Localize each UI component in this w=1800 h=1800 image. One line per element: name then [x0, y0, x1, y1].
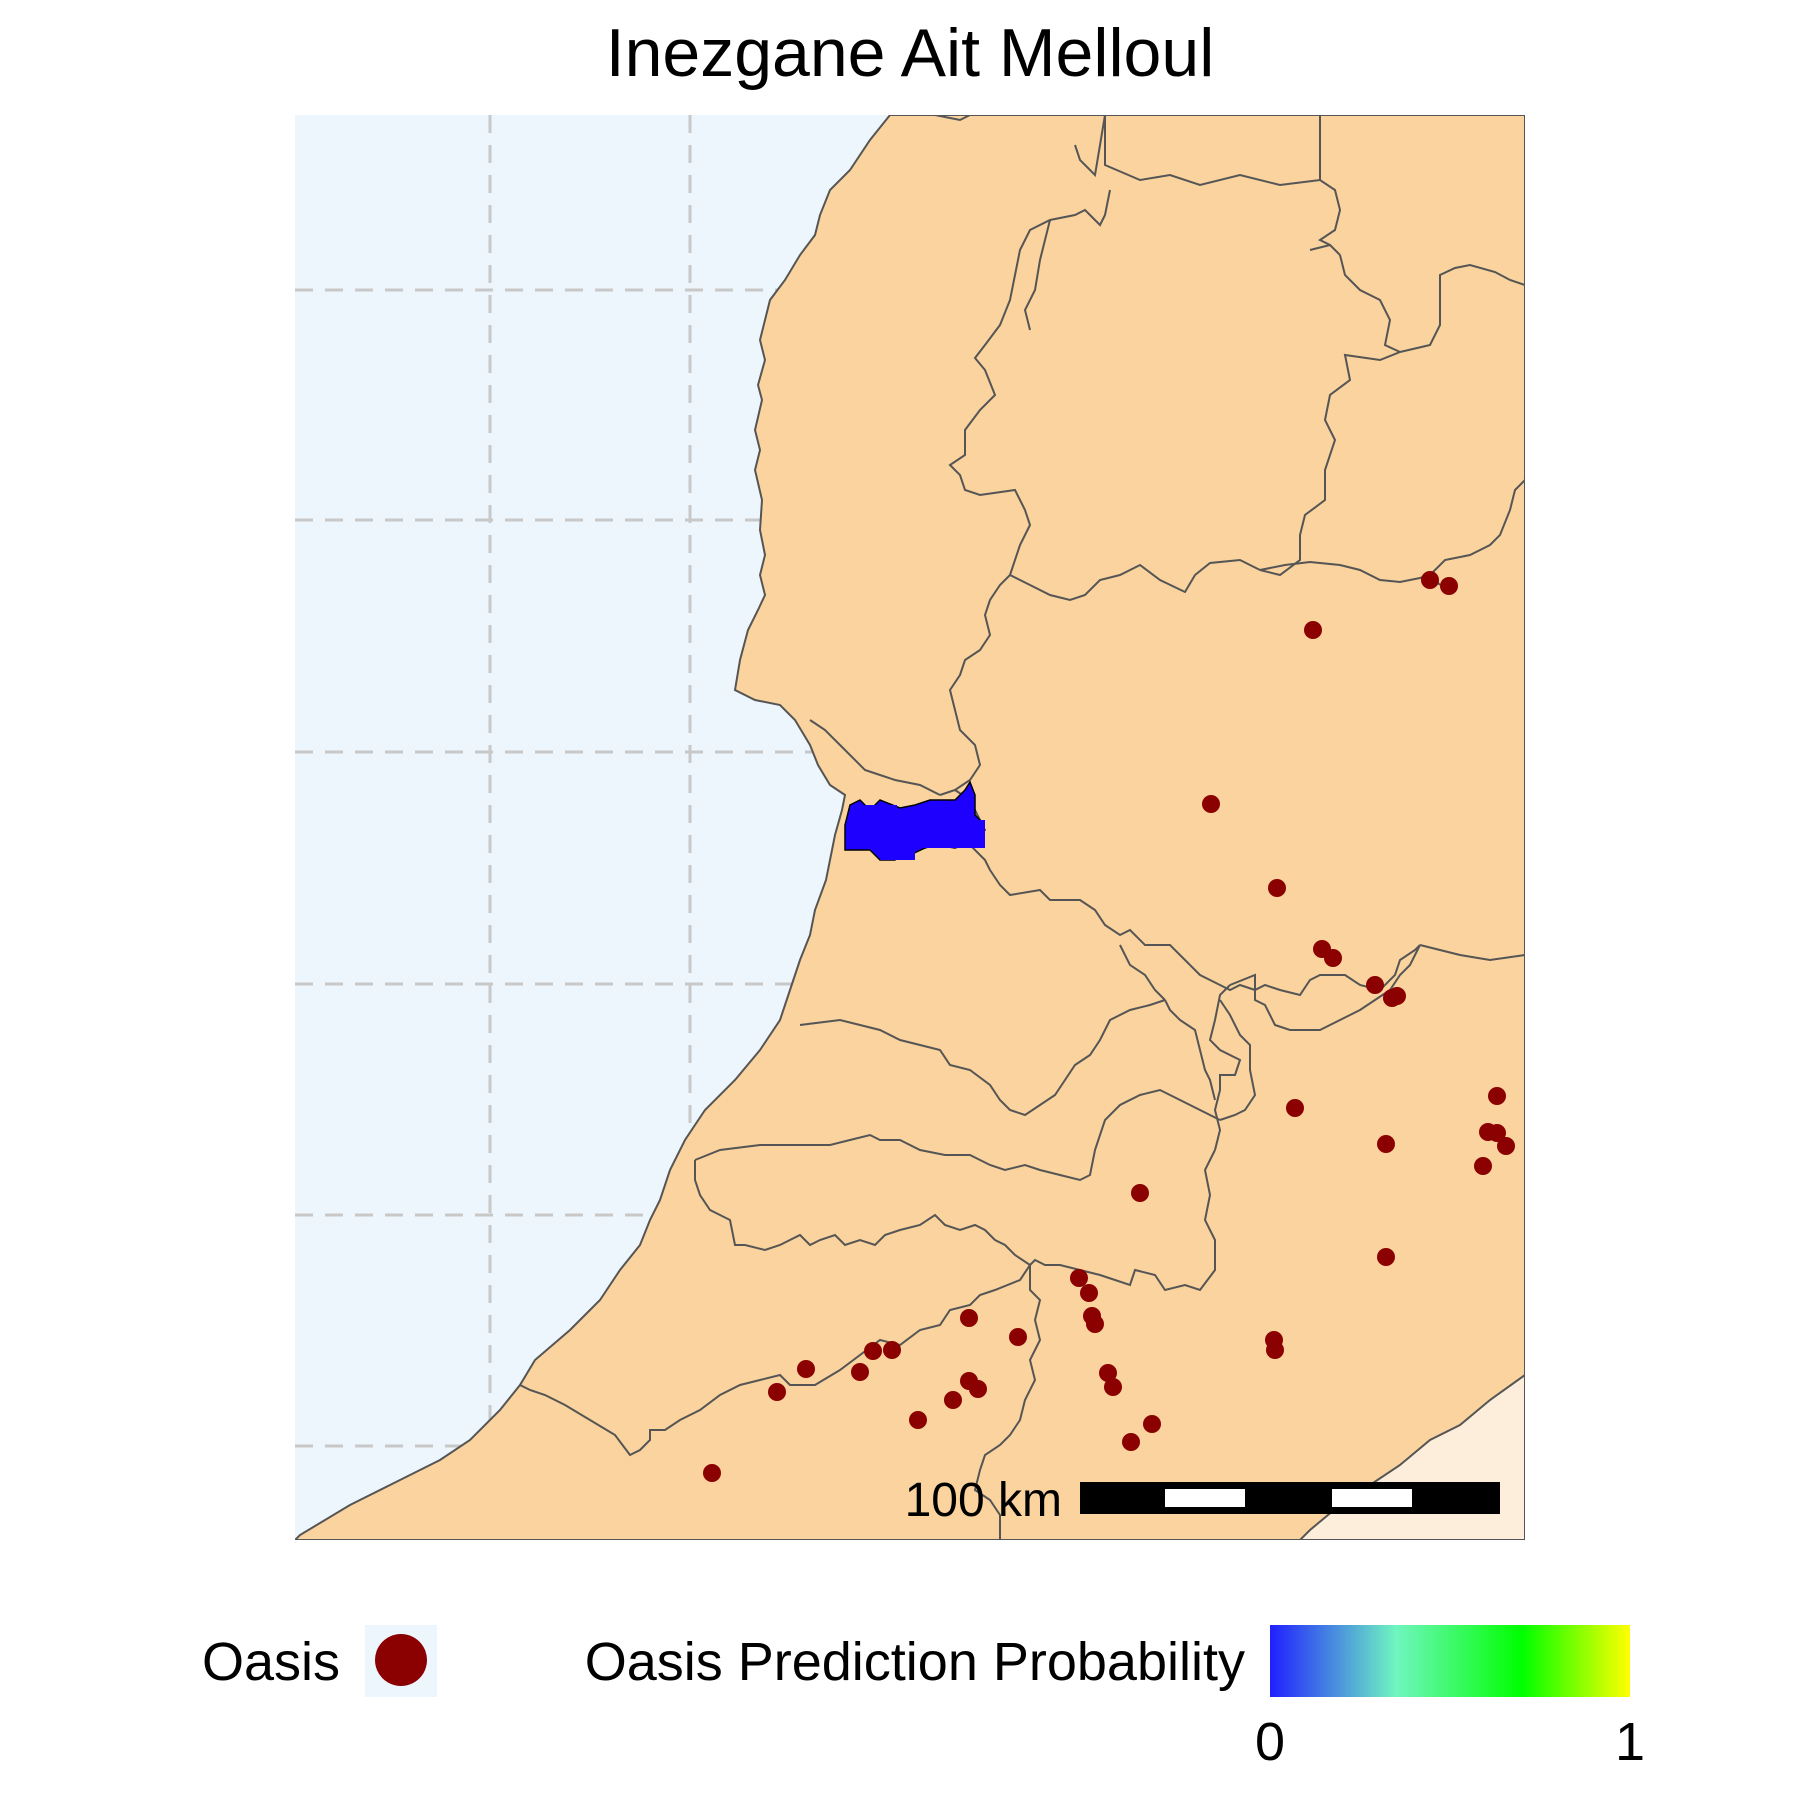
- oasis-point: [1488, 1087, 1506, 1105]
- legend: Oasis Oasis Prediction Probability 0 1: [202, 1625, 1645, 1772]
- region-boundaries: [519, 115, 1525, 1540]
- oasis-point: [768, 1383, 786, 1401]
- oasis-point: [909, 1411, 927, 1429]
- oasis-point: [851, 1363, 869, 1381]
- legend-oasis-label: Oasis: [202, 1632, 340, 1692]
- scale-bar-segment: [1165, 1489, 1245, 1507]
- oasis-point: [1070, 1269, 1088, 1287]
- oasis-point: [1080, 1284, 1098, 1302]
- oasis-point: [1324, 949, 1342, 967]
- oasis-point: [1388, 987, 1406, 1005]
- highlighted-pixel-block: [880, 840, 915, 860]
- legend-probability-label: Oasis Prediction Probability: [585, 1632, 1245, 1692]
- map-panel: 100 km: [295, 115, 1525, 1540]
- oasis-point: [1497, 1137, 1515, 1155]
- legend-probability-min: 0: [1255, 1712, 1285, 1772]
- scale-bar-label: 100 km: [905, 1474, 1062, 1527]
- oasis-point: [1377, 1135, 1395, 1153]
- scale-bar-segment: [1080, 1482, 1500, 1514]
- oasis-point: [1009, 1328, 1027, 1346]
- oasis-point: [1488, 1124, 1506, 1142]
- oasis-point: [1377, 1248, 1395, 1266]
- oasis-point: [1304, 621, 1322, 639]
- oasis-point: [1202, 795, 1220, 813]
- oasis-point: [1143, 1415, 1161, 1433]
- oasis-point: [1266, 1341, 1284, 1359]
- scale-bar-segment: [1332, 1489, 1412, 1507]
- oasis-point: [864, 1342, 882, 1360]
- oasis-point: [797, 1360, 815, 1378]
- highlighted-pixel-block: [920, 806, 970, 824]
- oasis-point: [1474, 1157, 1492, 1175]
- oasis-point: [969, 1380, 987, 1398]
- oasis-point: [1104, 1378, 1122, 1396]
- oasis-point: [883, 1341, 901, 1359]
- oasis-point: [1268, 879, 1286, 897]
- highlighted-pixel-block: [865, 805, 897, 825]
- oasis-point: [703, 1464, 721, 1482]
- oasis-point: [944, 1391, 962, 1409]
- oasis-point: [1131, 1184, 1149, 1202]
- oasis-point: [1440, 577, 1458, 595]
- map-title: Inezgane Ait Melloul: [606, 15, 1215, 91]
- oasis-point: [1122, 1433, 1140, 1451]
- highlighted-region: [844, 780, 986, 861]
- legend-probability-colorbar: [1270, 1625, 1630, 1697]
- oasis-point: [1086, 1315, 1104, 1333]
- oasis-point: [960, 1309, 978, 1327]
- legend-probability-max: 1: [1615, 1712, 1645, 1772]
- scale-bar: 100 km: [905, 1474, 1500, 1527]
- legend-oasis-symbol: [375, 1634, 427, 1686]
- oasis-point: [1366, 976, 1384, 994]
- oasis-point: [1099, 1364, 1117, 1382]
- oasis-points: [703, 571, 1515, 1482]
- oasis-point: [1286, 1099, 1304, 1117]
- oasis-point: [1421, 571, 1439, 589]
